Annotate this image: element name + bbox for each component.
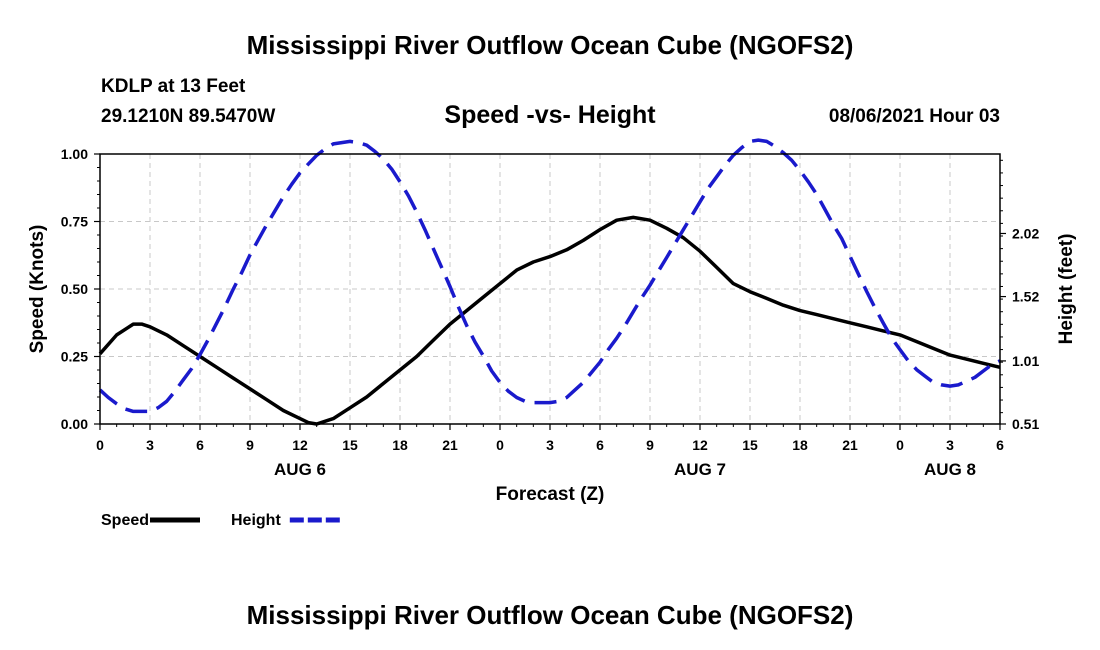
x-tick-label: 12	[692, 437, 708, 453]
y-tick-label: 0.75	[61, 214, 88, 230]
x-tick-label: 3	[146, 437, 154, 453]
x-tick-label: 3	[546, 437, 554, 453]
chart-subtitle: Speed -vs- Height	[444, 101, 656, 129]
x-tick-label: 0	[896, 437, 904, 453]
series-lines	[98, 138, 1001, 426]
y2-tick-label: 1.52	[1012, 289, 1039, 305]
x-tick-label: 18	[392, 437, 408, 453]
legend-label-speed: Speed	[101, 512, 149, 529]
chart-title-top: Mississippi River Outflow Ocean Cube (NG…	[246, 30, 854, 60]
x-tick-label: 18	[792, 437, 808, 453]
legend: Speed Height	[101, 512, 340, 529]
x-date-label: AUG 7	[674, 460, 726, 479]
y-tick-label: 1.00	[61, 146, 88, 162]
x-tick-label: 15	[742, 437, 758, 453]
x-tick-label: 9	[646, 437, 654, 453]
axes: 0 3 6 9 12 15 18 21 0 3 6 9 12 15 18 21 0 3 6 0.00 0.25 0.50 0…	[61, 146, 1040, 479]
x-tick-label: 0	[96, 437, 104, 453]
y-tick-label: 0.00	[61, 416, 88, 432]
x-tick-label: 0	[496, 437, 504, 453]
legend-label-height: Height	[231, 512, 281, 529]
x-tick-label: 21	[442, 437, 458, 453]
x-date-label: AUG 6	[274, 460, 326, 479]
x-tick-label: 3	[946, 437, 954, 453]
x-tick-label: 6	[196, 437, 204, 453]
y-tick-label: 0.25	[61, 349, 88, 365]
y-tick-label: 0.50	[61, 281, 88, 297]
series-line-speed	[98, 215, 1001, 426]
coordinates-label: 29.1210N 89.5470W	[101, 106, 276, 127]
forecast-datetime: 08/06/2021 Hour 03	[828, 106, 1000, 127]
x-tick-label: 9	[246, 437, 254, 453]
y2-axis-label: Height (feet)	[1056, 234, 1077, 345]
x-tick-label: 15	[342, 437, 358, 453]
y2-tick-label: 2.02	[1012, 225, 1039, 241]
x-axis-label: Forecast (Z)	[496, 484, 605, 505]
y-axis-label: Speed (Knots)	[27, 225, 48, 354]
y2-tick-label: 0.51	[1012, 416, 1039, 432]
series-line-height	[98, 138, 1001, 414]
x-tick-label: 12	[292, 437, 308, 453]
x-tick-label: 21	[842, 437, 858, 453]
x-date-label: AUG 8	[924, 460, 976, 479]
x-tick-label: 6	[996, 437, 1004, 453]
x-tick-label: 6	[596, 437, 604, 453]
station-label: KDLP at 13 Feet	[101, 76, 246, 97]
y2-tick-label: 1.01	[1012, 353, 1039, 369]
chart-title-bottom: Mississippi River Outflow Ocean Cube (NG…	[246, 600, 854, 630]
